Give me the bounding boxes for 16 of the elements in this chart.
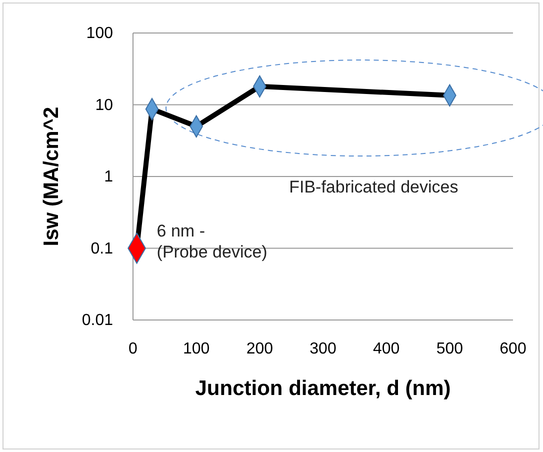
x-tick-label: 400 (372, 340, 400, 358)
x-tick-label: 300 (310, 340, 336, 358)
annotation: 6 nm - (Probe device) (156, 221, 268, 262)
x-axis-title: Junction diameter, d (nm) (195, 377, 451, 400)
y-axis-title: Isw (MA/cm^2 (40, 106, 63, 246)
annotation: FIB-fabricated devices (289, 177, 458, 196)
x-tick-label: 200 (246, 340, 274, 358)
y-tick-label: 100 (86, 25, 114, 42)
y-tick-label: 0.01 (82, 312, 114, 330)
y-tick-label: 10 (95, 96, 114, 114)
x-tick-label: 0 (128, 340, 138, 358)
y-tick-label: 0.1 (90, 240, 114, 258)
y-tick-label: 1 (104, 168, 114, 186)
x-tick-label: 500 (436, 340, 464, 358)
x-tick-label: 600 (500, 340, 526, 358)
x-tick-label: 100 (182, 340, 210, 358)
